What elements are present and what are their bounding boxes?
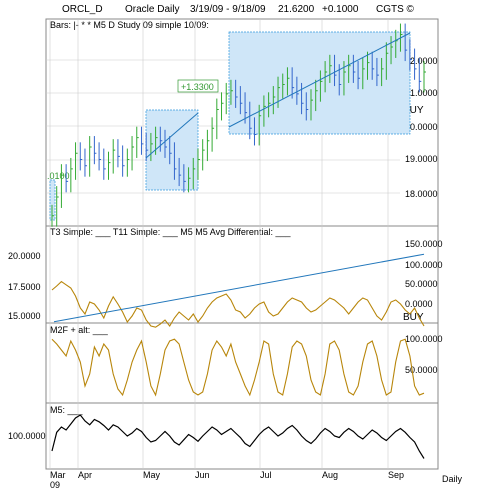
m2f-tick-label: 100.0000 [405,334,443,344]
symbol: ORCL_D [62,4,103,15]
oscillator-right-ticks: 150.0000 100.0000 50.0000 0.0000 [405,239,443,309]
chart-header: ORCL_D Oracle Daily 3/19/09 - 9/18/09 21… [62,4,415,15]
x-axis-label: May [143,470,161,480]
indicator-lines [51,32,425,459]
oscillator-left-tick: 17.5000 [8,282,41,292]
x-axis-label: Jun [195,470,210,480]
oscillator-left-tick: 15.0000 [8,311,41,321]
price-tick-label: 21.0000 [405,88,438,98]
m2f-line [51,338,425,397]
price-change: +0.1000 [322,4,359,15]
consolidation-box [145,109,199,191]
oscillator-left-ticks: 20.0000 17.5000 15.0000 [8,251,41,321]
box-label-frame [177,79,219,93]
m2f-legend: M2F + alt: ___ [50,325,109,335]
m2f-right-ticks: 100.0000 50.0000 [405,334,443,375]
price-y-ticks: 18.0000 19.0000 20.0000 21.0000 22.0000 [405,56,438,199]
security-name: Oracle Daily [125,4,179,15]
box-label: .0100 [47,171,70,181]
buy-signal-price: BUY [403,105,424,116]
last-price: 21.6200 [278,4,315,15]
x-axis-label: Mar [50,470,66,480]
oscillator-right-tick: 150.0000 [405,239,443,249]
vendor-mark: CGTS © [376,4,415,15]
x-axis-period: Daily [442,474,463,484]
m5-legend: M5: ___ [50,405,84,415]
trendline [228,32,411,128]
box-label: +1.3300 [181,82,214,92]
oscillator-right-tick: 0.0000 [405,299,433,309]
oscillator-right-tick: 50.0000 [405,279,438,289]
price-tick-label: 18.0000 [405,189,438,199]
m2f-tick-label: 50.0000 [405,365,438,375]
price-tick-label: 19.0000 [405,154,438,164]
x-axis: Mar 09 Apr May Jun Jul Aug Sep Daily [50,470,463,490]
buy-signal-oscillator: BUY [403,312,424,323]
x-axis-label: Aug [322,470,338,480]
date-range: 3/19/09 - 9/18/09 [190,4,266,15]
m5-line [51,414,425,459]
x-axis-label: Sep [388,470,404,480]
x-axis-label: Apr [78,470,92,480]
price-bars [51,23,426,227]
m2f-panel [45,322,439,404]
oscillator-legend: T3 Simple: ___ T11 Simple: ___ M5 M5 Avg… [50,227,291,237]
x-axis-label: Jul [260,470,272,480]
price-tick-label: 22.0000 [405,56,438,66]
price-tick-label: 20.0000 [405,122,438,132]
oscillator-right-tick: 100.0000 [405,260,443,270]
consolidation-box [49,179,56,221]
m5-avg-differential-line [51,280,425,328]
oscillator-panel [45,225,439,324]
oscillator-left-tick: 20.0000 [8,251,41,261]
price-legend: Bars: |- * * M5 D Study 09 simple 10/09: [50,20,209,30]
t11-simple-line [53,253,425,323]
m5-panel [45,402,439,470]
m5-tick-label: 100.0000 [8,431,46,441]
trendline [145,112,199,159]
x-axis-year: 09 [50,480,60,490]
